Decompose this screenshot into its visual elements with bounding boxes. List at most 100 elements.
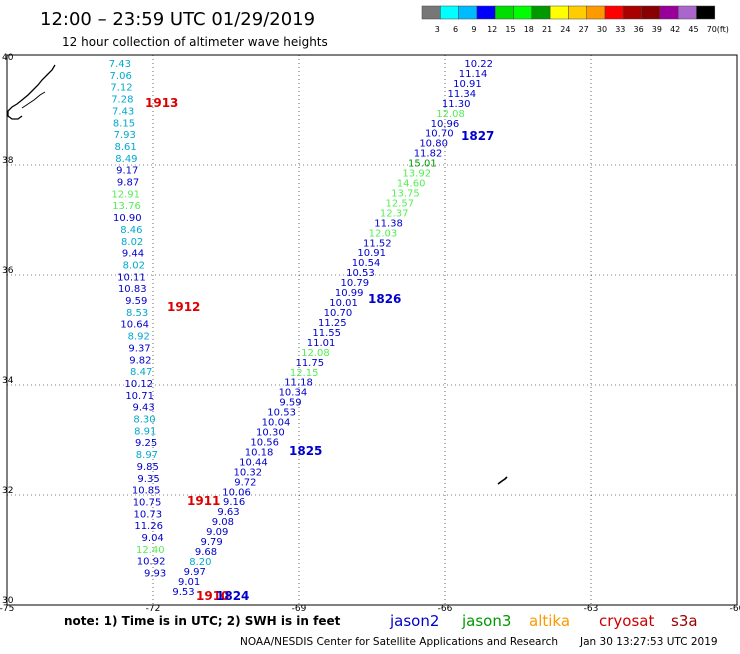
legend-swatch xyxy=(421,5,441,20)
legend-swatch xyxy=(440,5,459,20)
wave-height-value: 9.85 xyxy=(137,462,159,473)
legend-swatch xyxy=(586,5,606,20)
wave-height-value: 13.92 xyxy=(402,169,431,180)
legend-swatch xyxy=(458,5,478,20)
wave-height-value: 10.34 xyxy=(279,388,308,399)
wave-height-value: 12.40 xyxy=(136,545,165,556)
wave-height-value: 9.16 xyxy=(223,497,245,508)
legend-swatch xyxy=(513,5,533,20)
wave-height-value: 8.20 xyxy=(189,557,211,568)
x-tick-label: -66 xyxy=(438,604,453,614)
wave-height-value: 11.14 xyxy=(459,69,488,80)
pass-label: 1913 xyxy=(145,96,178,110)
wave-height-value: 8.02 xyxy=(123,260,145,271)
wave-height-value: 14.60 xyxy=(397,179,426,190)
wave-height-value: 9.35 xyxy=(137,474,159,485)
wave-height-value: 8.91 xyxy=(134,426,156,437)
legend-swatch xyxy=(568,5,587,20)
satellite-label-s3a: s3a xyxy=(671,612,698,630)
legend-swatch xyxy=(531,5,551,20)
wave-height-value: 7.43 xyxy=(109,59,131,70)
legend-label: 21 xyxy=(542,25,552,34)
wave-height-value: 9.09 xyxy=(206,527,228,538)
wave-height-value: 9.25 xyxy=(135,438,157,449)
legend-swatch xyxy=(677,5,697,20)
satellite-legend: jason2 jason3 altika cryosat s3a xyxy=(389,612,698,630)
wave-height-value: 9.17 xyxy=(116,166,138,177)
wave-height-value: 10.71 xyxy=(125,391,154,402)
wave-height-value: 10.06 xyxy=(222,487,251,498)
x-tick-label: -72 xyxy=(146,604,161,614)
wave-height-value: 10.18 xyxy=(245,447,274,458)
x-tick-label: -75 xyxy=(0,604,14,614)
wave-height-value: 10.53 xyxy=(267,408,296,419)
y-tick-label: 32 xyxy=(2,486,13,496)
wave-height-value: 7.93 xyxy=(114,130,136,141)
legend-label: 15 xyxy=(505,25,515,34)
wave-height-value: 10.75 xyxy=(133,497,162,508)
legend-label: 3 xyxy=(435,25,440,34)
wave-height-value: 7.43 xyxy=(112,106,134,117)
legend-swatch xyxy=(696,5,716,20)
legend-label: 6 xyxy=(453,25,458,34)
satellite-label-jason3: jason3 xyxy=(461,612,511,630)
legend-swatch xyxy=(641,5,661,20)
y-tick-label: 40 xyxy=(2,53,14,63)
y-tick-label: 30 xyxy=(2,596,14,606)
wave-height-value: 10.80 xyxy=(419,139,448,150)
wave-height-value: 9.97 xyxy=(184,567,206,578)
wave-height-value: 12.57 xyxy=(386,198,415,209)
wave-height-value: 10.85 xyxy=(132,486,161,497)
satellite-label-cryosat: cryosat xyxy=(599,612,654,630)
footer-timestamp: Jan 30 13:27:53 UTC 2019 xyxy=(579,636,718,648)
legend-swatch xyxy=(549,5,569,20)
wave-height-value: 11.38 xyxy=(374,218,403,229)
wave-height-value: 11.75 xyxy=(295,358,324,369)
legend-label: 42 xyxy=(670,25,680,34)
wave-height-value: 10.73 xyxy=(134,509,163,520)
wave-height-value: 9.44 xyxy=(122,249,144,260)
wave-height-value: 10.54 xyxy=(352,258,381,269)
legend-label: 36 xyxy=(634,25,644,34)
wave-height-value: 9.08 xyxy=(212,517,234,528)
wave-height-value: 10.96 xyxy=(431,119,460,130)
bermuda-island xyxy=(497,476,508,485)
wave-height-value: 11.26 xyxy=(134,521,163,532)
wave-height-value: 7.28 xyxy=(111,95,133,106)
wave-height-value: 10.91 xyxy=(453,79,482,90)
wave-height-value: 10.01 xyxy=(329,298,358,309)
legend-swatch xyxy=(476,5,496,20)
wave-height-value: 9.93 xyxy=(144,569,166,580)
legend-unit: (ft) xyxy=(717,25,729,34)
wave-height-value: 9.87 xyxy=(117,178,139,189)
x-tick-label: -69 xyxy=(292,604,307,614)
legend-label: 9 xyxy=(471,25,476,34)
axis-ticks: -75 -72 -69 -66 -63 -60 40 38 36 34 32 30 xyxy=(0,53,740,614)
wave-height-value: 9.43 xyxy=(133,403,155,414)
legend-label: 24 xyxy=(560,25,570,34)
altimeter-tracks: 7.437.067.127.287.438.157.938.618.499.17… xyxy=(109,59,493,598)
wave-height-value: 10.53 xyxy=(346,268,375,279)
legend-label: 27 xyxy=(579,25,589,34)
wave-height-value: 10.91 xyxy=(357,248,386,259)
legend-label: 45 xyxy=(688,25,698,34)
wave-height-value: 13.76 xyxy=(112,201,141,212)
wave-height-value: 7.06 xyxy=(110,71,132,82)
wave-height-value: 10.32 xyxy=(234,467,263,478)
wave-height-value: 10.99 xyxy=(335,288,364,299)
y-tick-label: 38 xyxy=(2,156,14,166)
wave-height-value: 10.56 xyxy=(250,437,279,448)
wave-height-value: 12.91 xyxy=(111,189,140,200)
legend-label: 70 xyxy=(707,25,717,34)
wave-height-value: 9.72 xyxy=(234,477,256,488)
wave-height-value: 12.08 xyxy=(436,109,465,120)
wave-height-value: 12.15 xyxy=(290,368,319,379)
wave-height-value: 10.83 xyxy=(118,284,147,295)
wave-height-value: 9.82 xyxy=(129,355,151,366)
pass-label: 1910 xyxy=(196,589,229,603)
map-title: 12:00 – 23:59 UTC 01/29/2019 xyxy=(40,9,315,30)
wave-height-value: 8.97 xyxy=(136,450,158,461)
pass-label: 1825 xyxy=(289,444,322,458)
wave-height-value: 10.92 xyxy=(137,557,166,568)
